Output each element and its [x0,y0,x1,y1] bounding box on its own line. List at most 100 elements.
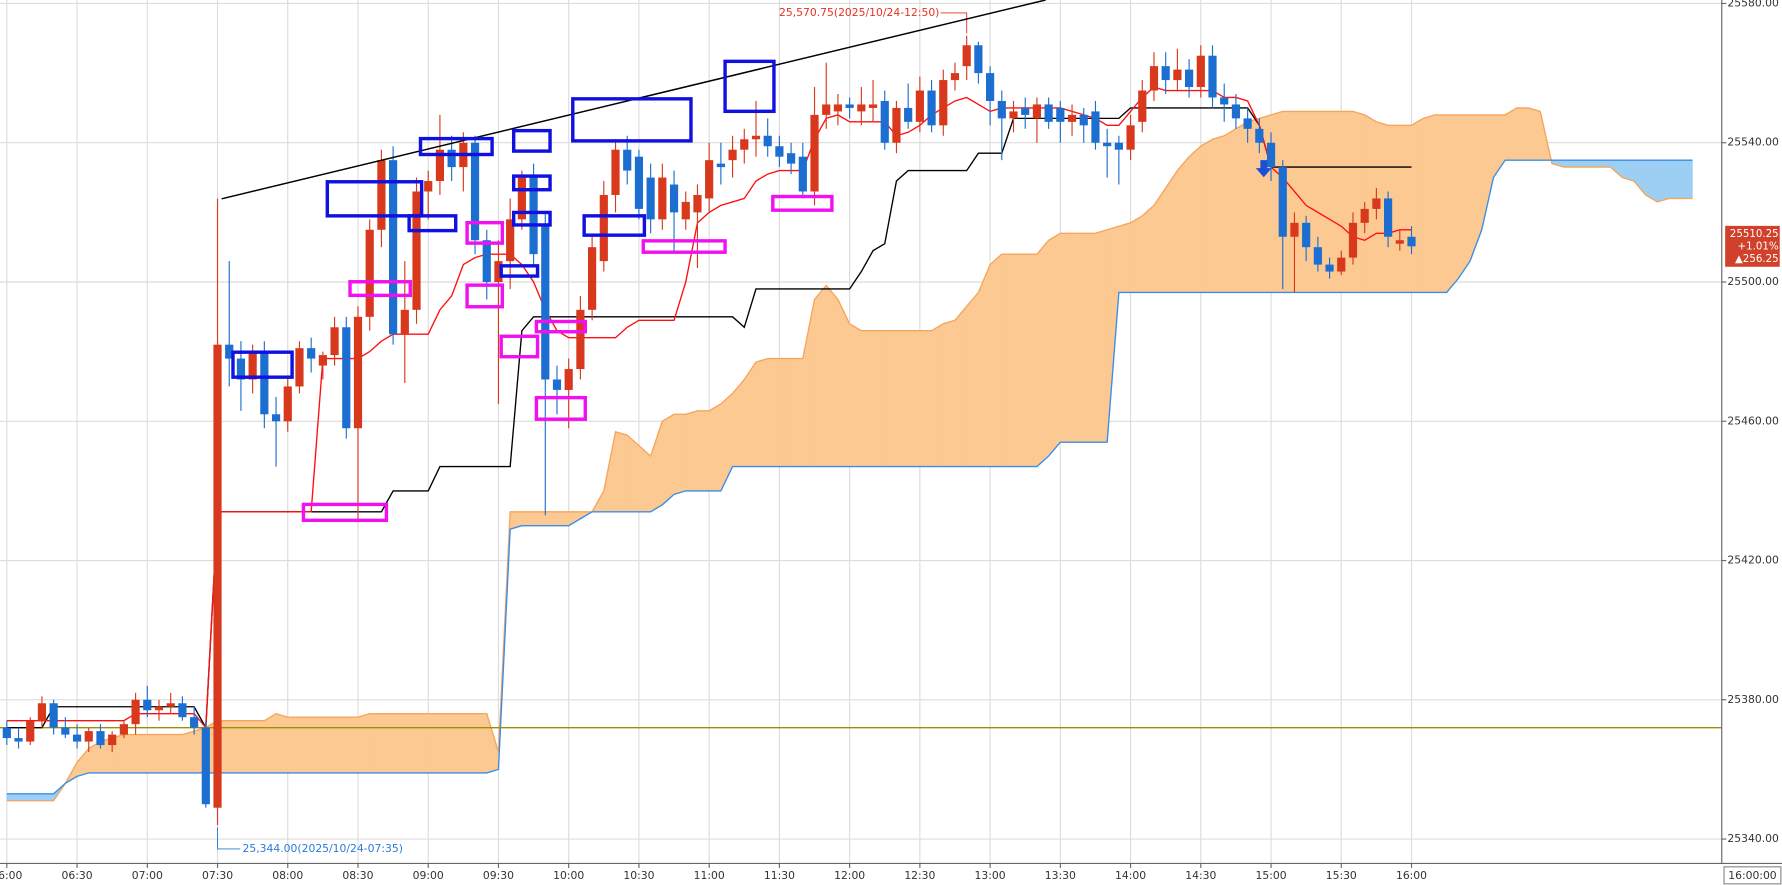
price-box [1725,225,1780,267]
y-tick-label: 25380.00 [1727,693,1779,706]
cloud-segment [1071,232,1085,443]
cloud-segment [381,713,394,774]
x-tick-label: 08:00 [272,869,303,882]
x-tick-label: 12:00 [834,869,865,882]
price-box-text: +1.01% [1738,241,1779,252]
cloud-segment [1130,215,1143,293]
x-tick-label: 11:30 [764,869,795,882]
cloud-segment [814,284,827,467]
cloud-segment [638,444,651,513]
time-box [1723,866,1782,885]
cloud-segment [1247,117,1260,293]
cloud-segment [1294,111,1307,293]
candle-body [389,160,398,335]
candle-body [728,149,737,161]
cloud-segment [392,713,406,774]
candle-body [974,45,983,74]
candle-body [1044,104,1053,122]
cloud-segment [1504,107,1518,161]
cloud-segment [463,713,476,774]
x-tick-label: 15:00 [1255,869,1286,882]
cloud-segment [1563,159,1576,168]
cloud-segment [533,511,546,526]
cloud-segment [1458,114,1471,280]
candle-body [950,73,960,81]
candle-body [646,177,655,220]
y-tick-label: 25420.00 [1727,554,1779,567]
cloud-segment [240,720,253,774]
candle-body [1138,90,1147,122]
candle-body [1079,114,1088,126]
cloud-segment [1575,159,1588,168]
candle-body [506,219,515,262]
candle-body [716,163,725,168]
cloud-segment [1060,232,1073,443]
candle-body [482,240,491,283]
cloud-segment [662,413,675,506]
cloud-segment [1048,232,1061,457]
cloud-segment [1668,159,1682,199]
candle-body [845,104,854,108]
x-tick-label: 13:30 [1045,869,1076,882]
cloud-segment [158,734,171,774]
cloud-segment [346,716,359,774]
cloud-segment [1422,114,1436,293]
cloud-segment [1083,232,1096,443]
candle-body [552,379,562,390]
candle-body [1231,104,1241,119]
candle-body [26,720,35,742]
drawn-box [534,319,587,334]
cloud-segment [1165,169,1178,293]
candle-body [2,727,11,739]
candle-body [154,706,164,711]
candle-body [377,160,386,230]
cloud-segment [252,720,265,774]
cloud-segment [1586,159,1600,168]
drawn-box [465,220,505,245]
candle-body [1255,128,1264,143]
candle-body [857,104,866,112]
candle-body [14,738,23,742]
candle-body [96,731,105,746]
cloud-segment [556,511,569,526]
cloud-segment [1657,159,1670,203]
cloud-segment [1001,253,1014,467]
candle-body [1384,198,1393,237]
cloud-segment [907,330,921,467]
candle-body [833,104,843,112]
x-tick-label: 15:30 [1326,869,1357,882]
candle-body [939,80,948,126]
cloud-segment [697,410,710,492]
candle-body [693,194,702,213]
drawn-box [641,239,727,254]
x-tick-label: 14:00 [1115,869,1146,882]
candle-body [1185,69,1194,88]
cloud-segment [1141,204,1155,293]
cloud-segment [310,716,324,774]
candle-body [248,351,257,380]
cloud-segment [1399,125,1412,293]
cloud-segment [182,730,195,774]
candle-body [751,135,761,140]
cloud-segment [1212,135,1225,293]
cloud-segment [123,734,136,774]
candle-body [1009,111,1018,119]
x-tick-label: 14:30 [1185,869,1216,882]
candle-body [166,703,175,707]
drawn-box [511,174,552,192]
candle-body [669,184,679,213]
candle-body [143,699,152,711]
candle-body [84,731,93,742]
drawn-box [511,210,552,227]
x-tick-label: 09:00 [413,869,444,882]
cloud-segment [416,713,429,774]
drawn-box [771,194,834,212]
cloud-segment [1200,138,1213,293]
x-tick-label: 08:30 [342,869,373,882]
cloud-segment [287,716,300,774]
cloud-segment [872,330,886,467]
candle-body [810,114,819,192]
candle-body [1161,66,1170,81]
cloud-segment [790,358,804,467]
